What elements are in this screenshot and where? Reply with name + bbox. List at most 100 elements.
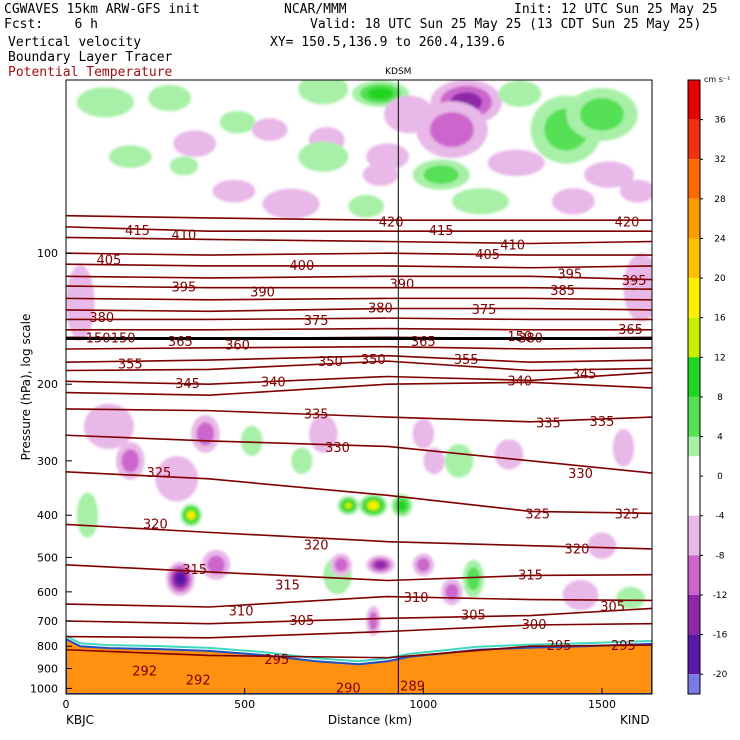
velocity-cell	[348, 194, 385, 218]
velocity-cell	[187, 511, 195, 519]
y-tick-label: 800	[37, 640, 58, 653]
theta-label: 405	[475, 248, 500, 263]
y-tick-label: 900	[37, 662, 58, 675]
colorbar-segment	[688, 594, 700, 635]
colorbar-segment	[688, 396, 700, 437]
theta-label: 335	[536, 416, 561, 431]
theta-label: 150	[507, 330, 532, 345]
velocity-cell	[298, 80, 349, 105]
velocity-cell	[76, 87, 134, 118]
theta-label: 395	[622, 274, 647, 289]
y-axis-label: Pressure (hPa), log scale	[19, 314, 33, 461]
theta-label: 380	[518, 331, 543, 346]
valid-time: Valid: 18 UTC Sun 25 May 25 (13 CDT Sun …	[310, 17, 702, 32]
theta-contour-335	[66, 408, 652, 423]
velocity-cell	[108, 145, 152, 168]
theta-contour-375	[66, 317, 652, 321]
colorbar-segment	[688, 278, 700, 318]
cross-section-coordinates: XY= 150.5,136.9 to 260.4,139.6	[270, 35, 505, 50]
velocity-cell	[298, 141, 349, 172]
theta-label: 292	[132, 665, 157, 680]
velocity-cell	[384, 95, 435, 134]
theta-label: 305	[461, 609, 486, 624]
theta-label: 335	[590, 415, 615, 430]
colorbar-label: -8	[716, 551, 725, 561]
velocity-cell	[219, 110, 256, 134]
velocity-cell	[619, 179, 652, 203]
colorbar-segment	[688, 119, 700, 160]
colorbar-label: 8	[717, 393, 723, 403]
colorbar-segment	[688, 357, 700, 397]
left-station-label: KBJC	[66, 713, 94, 727]
forecast-hour: Fcst: 6 h	[4, 17, 98, 32]
theta-contour-385	[66, 297, 652, 301]
theta-label: 289	[400, 680, 425, 695]
theta-label: 320	[304, 539, 329, 554]
velocity-cell	[412, 418, 435, 449]
velocity-cell	[587, 532, 617, 559]
theta-label: 315	[518, 568, 543, 583]
colorbar-label: 0	[717, 472, 723, 482]
theta-label: 330	[568, 467, 593, 482]
velocity-cell	[397, 500, 407, 511]
colorbar-segment	[688, 634, 700, 675]
theta-label: 415	[429, 224, 454, 239]
theta-label: 375	[304, 314, 329, 329]
y-tick-label: 600	[37, 586, 58, 599]
velocity-cell	[368, 611, 378, 631]
theta-label: 390	[250, 285, 275, 300]
theta-label: 330	[325, 441, 350, 456]
theta-contour-345	[66, 371, 652, 386]
colorbar-segment	[688, 238, 700, 279]
y-tick-label: 500	[37, 551, 58, 564]
velocity-cell	[429, 112, 474, 148]
theta-label: 320	[143, 517, 168, 532]
velocity-cell	[612, 428, 635, 467]
theta-label: 350	[318, 355, 343, 370]
theta-label: 410	[172, 228, 197, 243]
theta-contour-380	[66, 307, 652, 313]
right-station-label: KIND	[620, 713, 650, 727]
velocity-cell	[66, 264, 95, 341]
theta-label: 315	[275, 578, 300, 593]
velocity-cell	[451, 188, 510, 215]
colorbar-frame	[687, 79, 701, 695]
theta-label: 380	[368, 302, 393, 317]
organization: NCAR/MMM	[284, 2, 347, 17]
colorbar-label: 36	[714, 116, 726, 126]
velocity-cell	[308, 414, 338, 453]
theta-contour-305	[66, 607, 652, 625]
colorbar-segment	[688, 674, 700, 694]
theta-label: 355	[118, 357, 143, 372]
velocity-cell	[367, 87, 394, 100]
colorbar-segment	[688, 555, 700, 595]
velocity-cell	[344, 502, 353, 509]
colorbar-label: -12	[713, 591, 728, 601]
velocity-cell	[196, 422, 215, 446]
theta-label: 385	[550, 284, 575, 299]
x-tick-label: 1000	[409, 698, 437, 711]
theta-label: 395	[557, 268, 582, 283]
colorbar-segment	[688, 495, 700, 516]
theta-label: 300	[522, 618, 547, 633]
colorbar-unit: cm s⁻¹	[704, 75, 730, 84]
colorbar: 36 32 28 24 20 16 12 8 4 0 -4 -8 -12 -16 -20	[687, 79, 728, 695]
model-title: CGWAVES 15km ARW-GFS init	[4, 2, 200, 17]
theta-label: 420	[615, 215, 640, 230]
theta-label: 295	[547, 639, 572, 654]
velocity-cell	[444, 443, 474, 478]
theta-label: 415	[125, 224, 150, 239]
velocity-cell	[251, 118, 288, 141]
theta-label: 325	[146, 466, 171, 481]
theta-label: 365	[411, 335, 436, 350]
theta-label: 295	[264, 653, 289, 668]
colorbar-segment	[688, 456, 700, 496]
y-tick-label: 200	[37, 378, 58, 391]
theta-contour-400	[66, 263, 652, 269]
theta-label: 292	[186, 674, 211, 689]
theta-label: 335	[304, 408, 329, 423]
velocity-cell	[445, 583, 459, 601]
theta-contour-370	[66, 327, 652, 331]
theta-contour-410	[66, 236, 652, 245]
colorbar-segment	[688, 436, 700, 457]
